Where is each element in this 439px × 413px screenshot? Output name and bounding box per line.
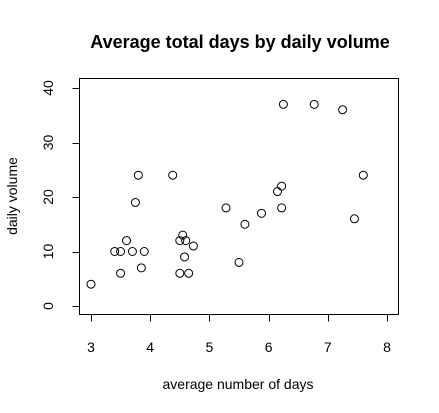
data-point — [188, 241, 198, 251]
y-tick-label: 40 — [40, 80, 56, 96]
data-point — [110, 247, 120, 256]
x-tick-label: 6 — [265, 339, 273, 355]
chart-title: Average total days by daily volume — [90, 32, 389, 52]
data-point — [168, 170, 178, 180]
data-point — [130, 197, 140, 207]
x-axis-title: average number of days — [163, 376, 314, 392]
data-point — [175, 236, 185, 246]
data-point — [221, 203, 231, 213]
data-point — [86, 279, 96, 289]
data-point — [116, 268, 126, 278]
data-point — [240, 219, 250, 229]
data-point — [277, 181, 287, 191]
y-tick-label: 20 — [40, 189, 56, 205]
data-point — [309, 99, 319, 109]
x-tick-label: 7 — [324, 339, 332, 355]
data-point — [277, 203, 287, 213]
data-point — [256, 208, 266, 218]
data-point — [116, 247, 126, 256]
data-point — [272, 187, 282, 197]
data-point — [338, 105, 348, 115]
data-point — [133, 170, 143, 180]
x-tick-label: 5 — [206, 339, 214, 355]
data-point — [349, 214, 359, 224]
data-point — [122, 236, 132, 246]
x-tick-label: 8 — [383, 339, 391, 355]
data-point — [180, 252, 190, 262]
y-tick-label: 10 — [40, 244, 56, 260]
data-point — [127, 247, 137, 256]
x-tick-label: 4 — [146, 339, 154, 355]
data-points — [86, 99, 368, 289]
data-point — [181, 236, 191, 246]
y-tick-label: 0 — [40, 302, 56, 310]
plot-frame — [79, 78, 399, 315]
y-tick-label: 30 — [40, 135, 56, 151]
data-point — [234, 257, 244, 267]
x-tick-label: 3 — [87, 339, 95, 355]
data-point — [178, 230, 188, 240]
x-axis: 3 4 5 6 7 8 — [87, 314, 391, 355]
data-point — [139, 247, 149, 256]
data-point — [175, 268, 185, 278]
data-point — [136, 263, 146, 273]
data-point — [278, 99, 288, 109]
y-axis: 0 10 20 30 40 — [40, 80, 80, 310]
data-point — [184, 268, 194, 278]
y-axis-title: daily volume — [4, 157, 20, 235]
data-point — [358, 170, 368, 180]
